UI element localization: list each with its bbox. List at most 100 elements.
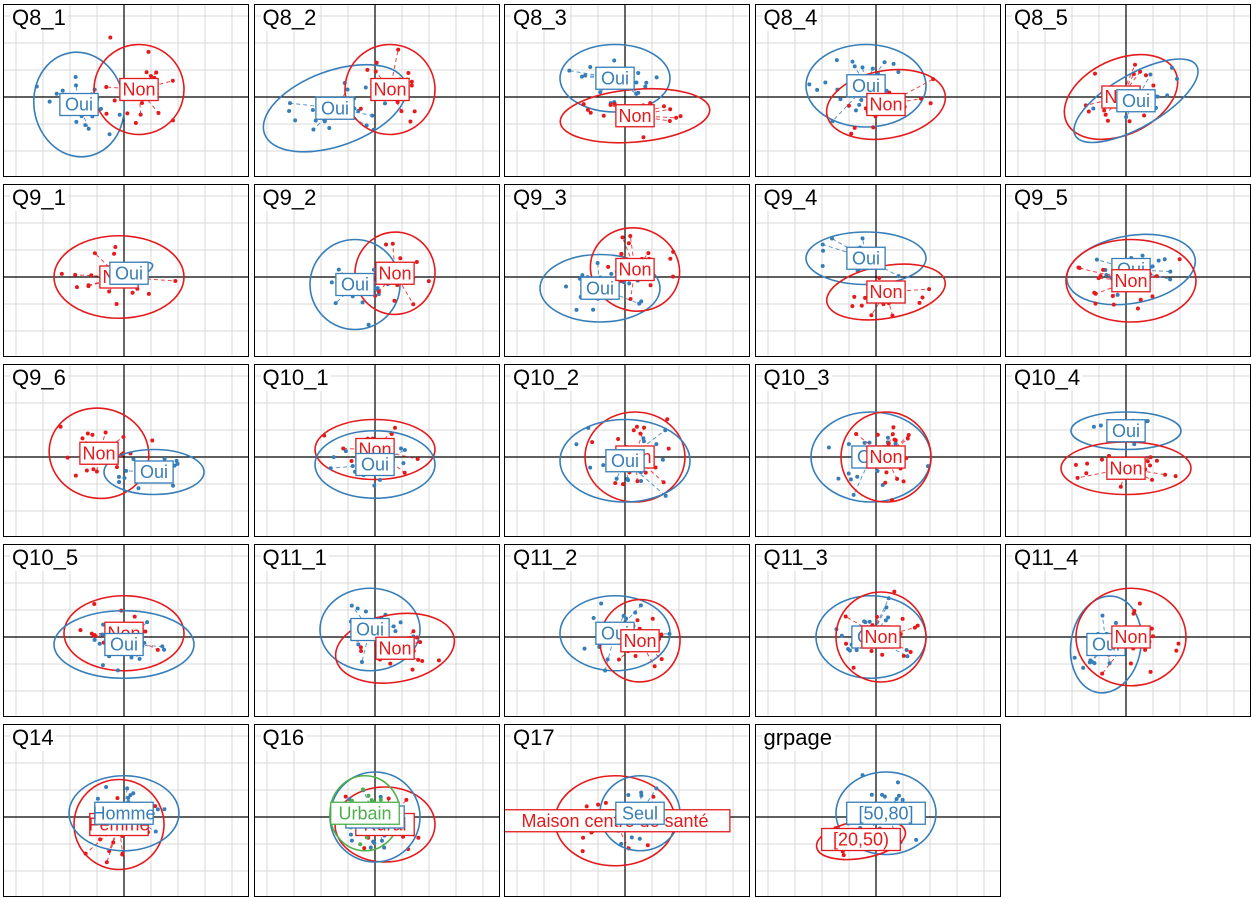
data-point bbox=[666, 446, 671, 451]
data-point bbox=[595, 260, 600, 265]
data-point bbox=[1132, 608, 1137, 613]
data-point bbox=[591, 307, 596, 312]
confidence-ellipse bbox=[559, 418, 691, 503]
data-point bbox=[606, 264, 611, 269]
group-label: Oui bbox=[65, 95, 93, 115]
data-point bbox=[65, 455, 70, 460]
panel-title: Q17 bbox=[511, 725, 557, 751]
data-point bbox=[83, 123, 88, 128]
data-point bbox=[343, 794, 348, 799]
data-point bbox=[1113, 620, 1118, 625]
spoke-line bbox=[1085, 96, 1122, 106]
data-point bbox=[652, 664, 657, 669]
data-point bbox=[874, 614, 879, 619]
panel-title: Q10_5 bbox=[10, 545, 81, 571]
data-point bbox=[1072, 655, 1077, 660]
data-point bbox=[417, 640, 422, 645]
data-point bbox=[822, 80, 827, 85]
data-point bbox=[852, 125, 857, 130]
data-point bbox=[1100, 613, 1105, 618]
facet-panel: Q17 Maison centre de santé Seul bbox=[504, 724, 750, 897]
confidence-ellipse bbox=[825, 68, 946, 141]
data-point bbox=[111, 840, 116, 845]
data-point bbox=[574, 442, 579, 447]
group-label: Non bbox=[373, 80, 406, 100]
group-label-box bbox=[1116, 89, 1156, 113]
data-point bbox=[91, 467, 96, 472]
data-point bbox=[114, 302, 119, 307]
data-point bbox=[160, 644, 165, 649]
data-point bbox=[349, 458, 354, 463]
data-point bbox=[397, 256, 402, 261]
data-point bbox=[870, 66, 875, 71]
data-point bbox=[328, 466, 333, 471]
data-point bbox=[1143, 647, 1148, 652]
data-point bbox=[128, 793, 133, 798]
data-point bbox=[129, 655, 134, 660]
data-point bbox=[358, 106, 363, 111]
confidence-ellipse bbox=[73, 778, 165, 871]
group-label-box bbox=[354, 452, 395, 477]
group-label: Non bbox=[1114, 271, 1147, 291]
data-point bbox=[609, 271, 614, 276]
data-point bbox=[1089, 659, 1094, 664]
data-point bbox=[883, 605, 888, 610]
data-point bbox=[654, 442, 659, 447]
data-point bbox=[1169, 65, 1174, 70]
data-point bbox=[360, 787, 365, 792]
data-point bbox=[644, 80, 649, 85]
group-label: Oui bbox=[115, 263, 143, 283]
group-label-box bbox=[334, 272, 375, 297]
confidence-ellipse bbox=[539, 253, 661, 323]
facet-panel: Q11_4 Oui Non bbox=[1005, 544, 1251, 717]
data-point bbox=[1177, 257, 1182, 262]
group-label-box bbox=[1111, 269, 1151, 293]
spoke-line bbox=[123, 812, 157, 832]
confidence-ellipse bbox=[313, 429, 436, 500]
data-point bbox=[145, 620, 150, 625]
data-point bbox=[581, 835, 586, 840]
data-point bbox=[926, 287, 931, 292]
data-point bbox=[104, 860, 109, 865]
facet-panel: Q10_2NonOui bbox=[504, 364, 750, 537]
data-point bbox=[345, 87, 350, 92]
data-point bbox=[360, 300, 365, 305]
data-point bbox=[1100, 671, 1105, 676]
data-point bbox=[117, 112, 122, 117]
data-point bbox=[410, 667, 415, 672]
panel-plot: Oui Non bbox=[4, 5, 248, 176]
data-point bbox=[851, 492, 856, 497]
data-point bbox=[398, 620, 403, 625]
spoke-line bbox=[1120, 64, 1136, 98]
data-point bbox=[100, 663, 105, 668]
facet-panel: Q16RuralRuralUrbain bbox=[253, 724, 500, 897]
data-point bbox=[1118, 484, 1123, 489]
data-point bbox=[124, 468, 129, 473]
data-point bbox=[574, 307, 579, 312]
data-point bbox=[130, 290, 135, 295]
group-label: Non bbox=[82, 443, 115, 463]
data-point bbox=[665, 417, 670, 422]
data-point bbox=[108, 35, 113, 40]
data-point bbox=[588, 465, 593, 470]
group-label: Non bbox=[623, 631, 656, 651]
data-point bbox=[382, 101, 387, 106]
group-label: Oui bbox=[360, 455, 388, 475]
data-point bbox=[155, 807, 160, 812]
data-point bbox=[136, 486, 141, 491]
data-point bbox=[122, 476, 127, 481]
data-point bbox=[613, 481, 618, 486]
data-point bbox=[343, 449, 348, 454]
group-label: Oui bbox=[340, 275, 368, 295]
spoke-line bbox=[118, 824, 124, 854]
data-point bbox=[125, 786, 130, 791]
data-point bbox=[1168, 277, 1173, 282]
data-point bbox=[292, 118, 297, 123]
data-point bbox=[375, 286, 380, 291]
data-point bbox=[870, 125, 875, 130]
data-point bbox=[391, 298, 396, 303]
data-point bbox=[628, 297, 633, 302]
data-point bbox=[668, 107, 673, 112]
data-point bbox=[1155, 94, 1160, 99]
